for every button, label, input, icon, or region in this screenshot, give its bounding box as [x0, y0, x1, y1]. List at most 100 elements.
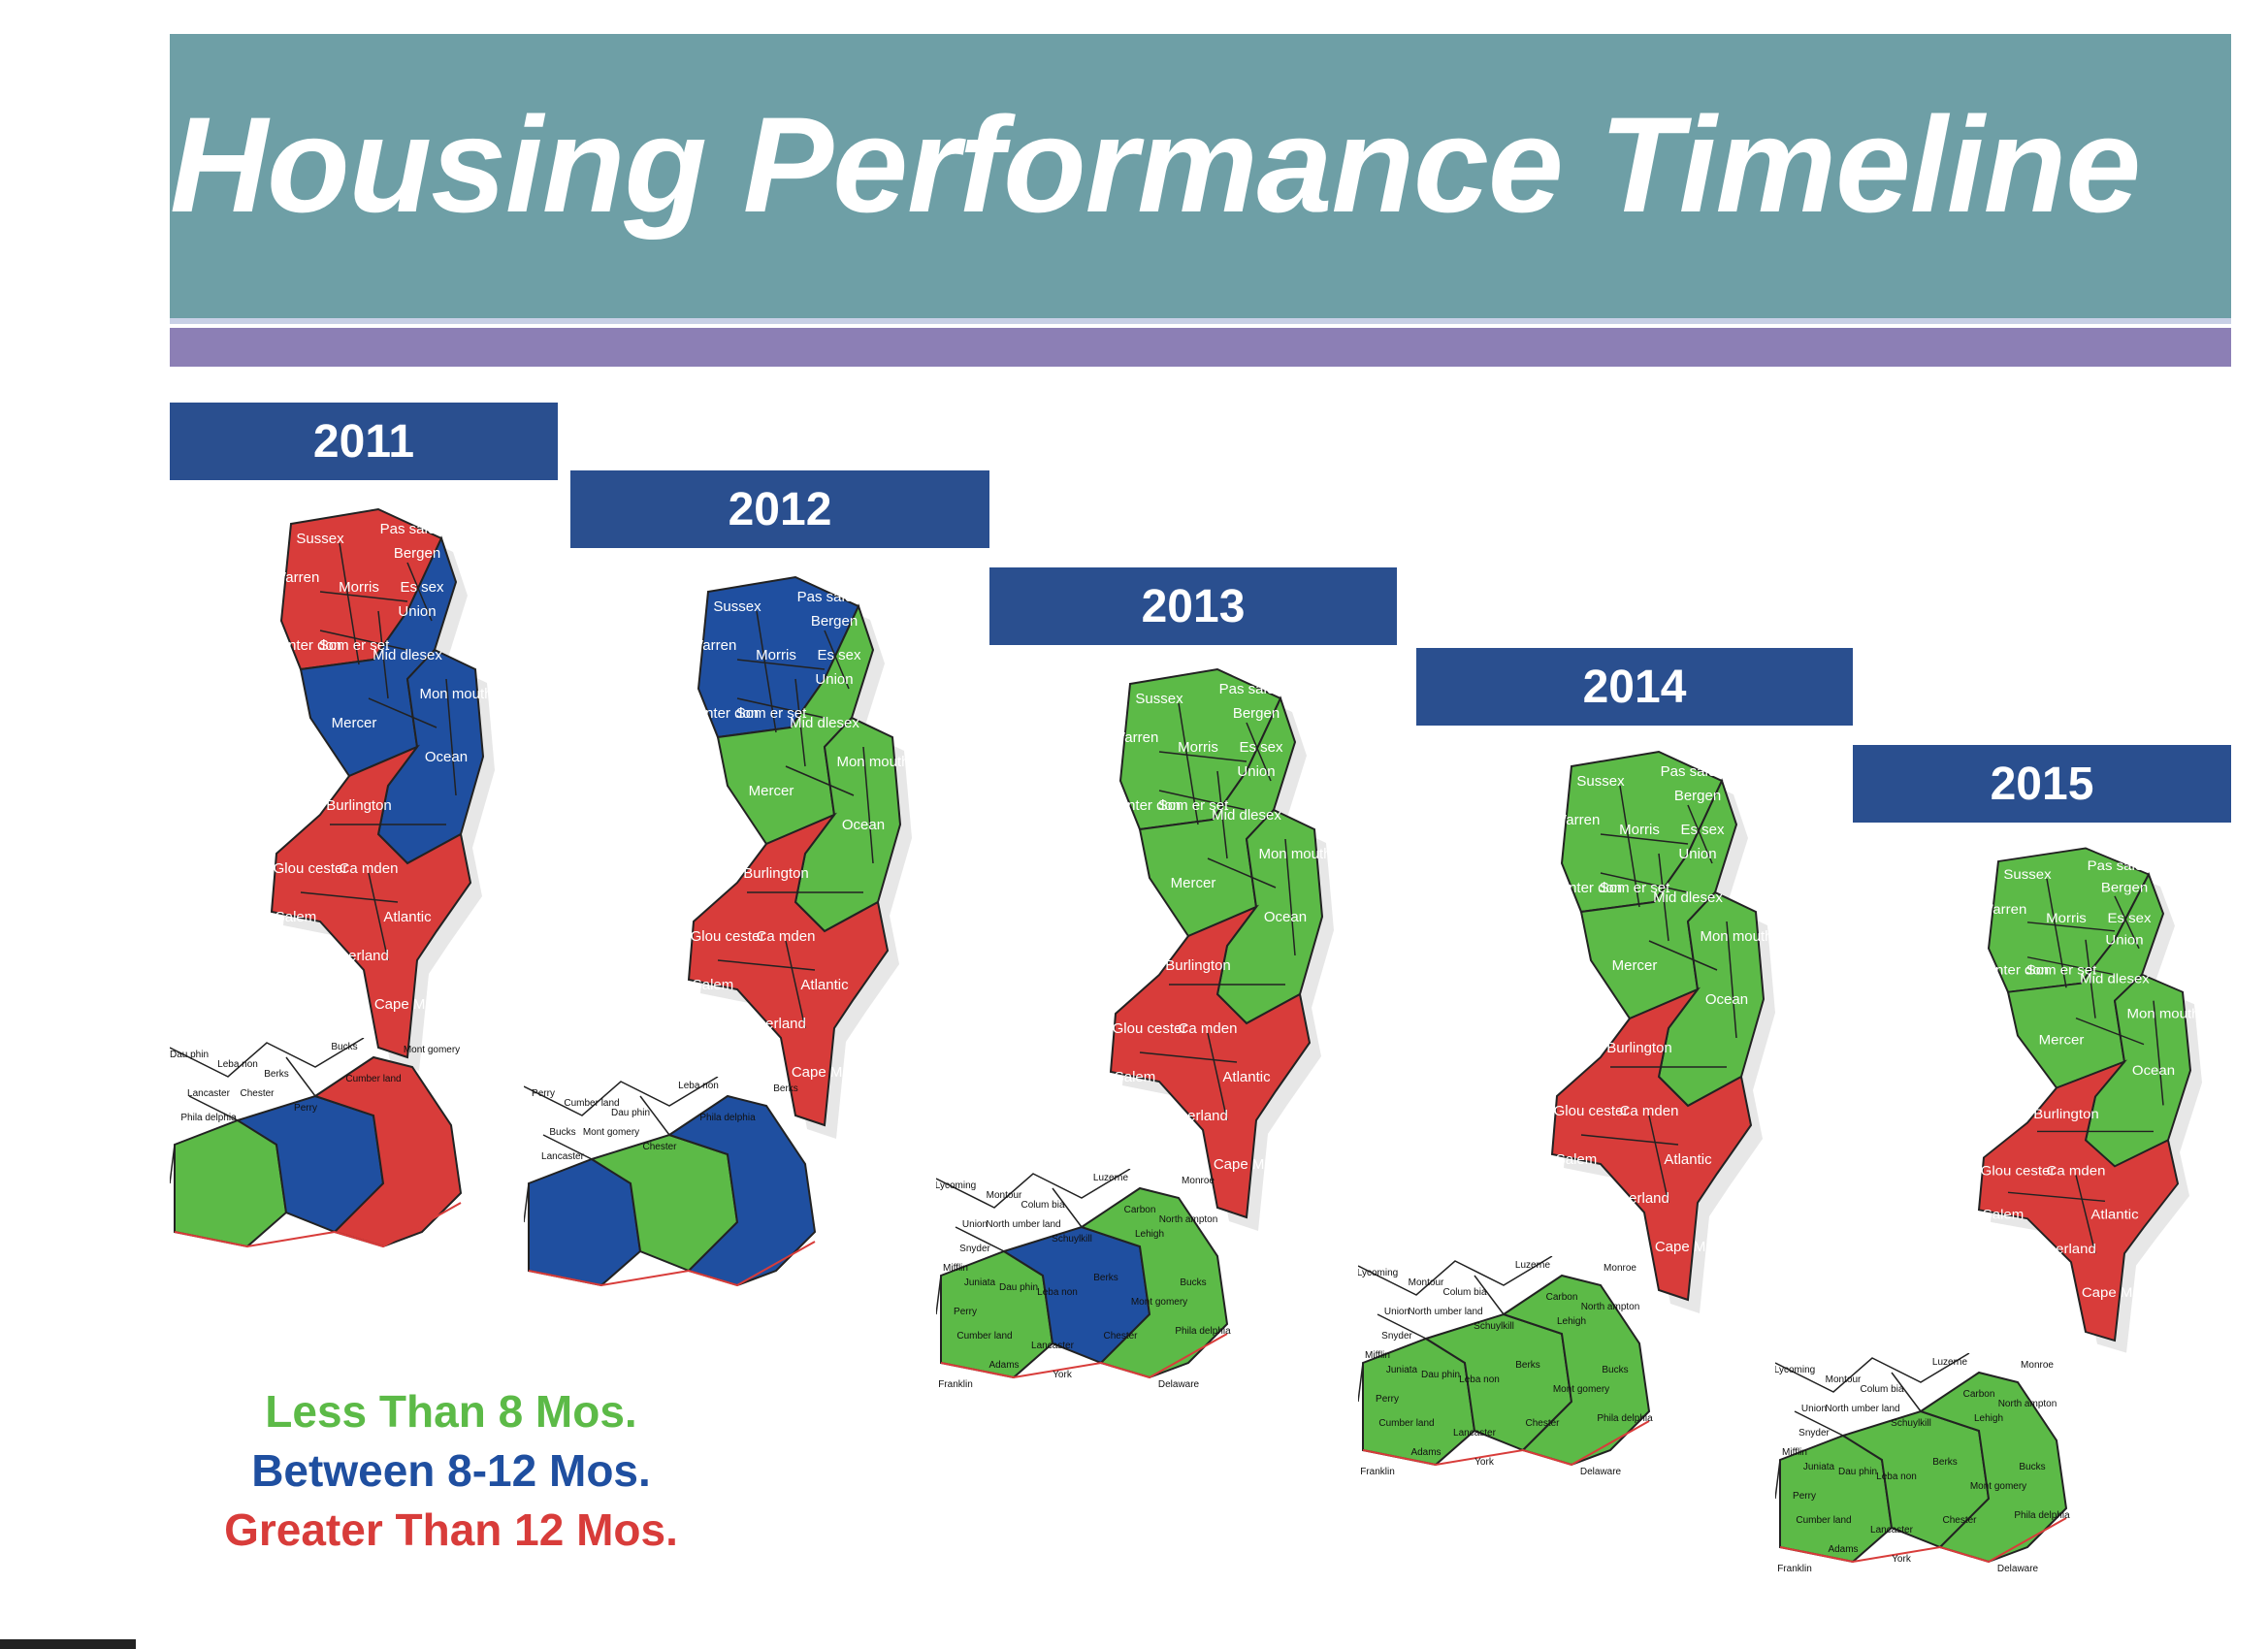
nj-county-label: Union [1237, 763, 1275, 780]
nj-county-label: Cape May [792, 1064, 859, 1081]
nj-county-label: Atlantic [383, 909, 432, 925]
nj-county-label: Es sex [817, 647, 861, 663]
nj-map-2014: Sussex Pas saic Bergen Warren Morris Es sex Un… [1550, 750, 1775, 1313]
nj-county-label: Union [815, 671, 853, 688]
county-border [1284, 838, 1296, 956]
nj-county-label: Atlantic [1664, 1151, 1712, 1168]
nj-county-label: Cumberland [727, 1016, 806, 1032]
nj-county-label: Salem [1556, 1151, 1598, 1168]
pa-county-label: Franklin [938, 1379, 973, 1390]
pa-county-label: North umber land [1825, 1404, 1899, 1414]
pa-county-label: North umber land [986, 1219, 1060, 1230]
legend: Less Than 8 Mos. Between 8-12 Mos. Great… [170, 1382, 732, 1560]
nj-county-label: Union [2105, 933, 2143, 948]
county-border [300, 891, 399, 903]
pa-county-label: Montour [987, 1190, 1022, 1201]
county-border [717, 959, 816, 971]
nj-county-label: Es sex [2108, 912, 2152, 926]
pa-county-label: Monroe [2021, 1360, 2054, 1371]
pa-county-label: Perry [1793, 1491, 1816, 1502]
nj-region-south [1977, 1059, 2180, 1342]
legend-less-than-8: Less Than 8 Mos. [265, 1386, 637, 1437]
pa-county-label: Colum bia [1021, 1200, 1064, 1211]
nj-county-label: Sussex [1576, 773, 1625, 790]
pa-county-label: Chester [1103, 1331, 1138, 1342]
nj-county-label: Glou cester [691, 928, 765, 945]
nj-county-label: Bergen [2101, 881, 2148, 895]
county-border [1726, 921, 1737, 1039]
nj-county-label: Mon mouth [2126, 1007, 2199, 1021]
county-border [1891, 1372, 1922, 1412]
nj-county-label: Mon mouth [1258, 846, 1331, 862]
pa-region-east [312, 1055, 463, 1248]
pa-county-label: Union [1384, 1307, 1409, 1317]
pa-county-label: Cumber land [1378, 1418, 1434, 1429]
nj-county-label: Bergen [1233, 705, 1280, 722]
legend-between-8-12: Between 8-12 Mos. [251, 1445, 651, 1496]
pa-county-label: Bucks [549, 1127, 575, 1138]
pa-county-label: Carbon [1546, 1292, 1578, 1303]
nj-county-label: Hunter don [270, 637, 341, 654]
nj-county-label: Hunter don [687, 705, 759, 722]
nj-county-label: Cape May [1214, 1156, 1280, 1173]
pa-county-label: Dau phin [1421, 1370, 1460, 1380]
pa-county-label: Carbon [1124, 1205, 1156, 1215]
pa-county-label: Lycoming [1358, 1268, 1398, 1278]
county-border [2085, 939, 2096, 1018]
nj-county-label: Atlantic [1222, 1069, 1271, 1085]
nj-county-label: Es sex [1239, 739, 1283, 756]
pa-county-label: Lancaster [187, 1088, 231, 1099]
nj-county-label: Warren [1553, 812, 1601, 828]
title-banner [170, 34, 2231, 320]
county-border [794, 678, 806, 767]
county-border [319, 630, 408, 651]
nj-county-label: Mid dlesex [2080, 972, 2150, 986]
pa-county-label: York [1892, 1554, 1912, 1565]
pa-county-label: Bucks [1180, 1277, 1206, 1288]
nj-county-label: Cumberland [309, 948, 389, 964]
pa-county-label: Luzerne [1515, 1260, 1551, 1271]
nj-county-label: Bergen [1674, 788, 1721, 804]
year-label-2014: 2014 [1416, 648, 1853, 726]
pa-region-east [1079, 1186, 1229, 1379]
pa-county-label: Lycoming [936, 1180, 976, 1191]
nj-county-label: Morris [1619, 822, 1660, 838]
pa-county-label: Leba non [1037, 1287, 1078, 1298]
nj-county-label: Cumberland [1590, 1190, 1669, 1207]
county-border [785, 940, 806, 1029]
nj-county-label: Hunter don [1977, 963, 2049, 978]
nj-county-label: Hunter don [1550, 880, 1622, 896]
county-border [1358, 1362, 1364, 1403]
nj-county-label: Mercer [332, 715, 377, 731]
nj-county-label: Morris [1178, 739, 1218, 756]
pa-county-label: Leba non [217, 1059, 258, 1070]
county-border [1158, 790, 1247, 811]
county-border [2046, 878, 2067, 988]
pa-map-2011: Dau phin Leba non Berks Bucks Mont gomery Lan… [170, 1038, 463, 1248]
pa-county-label: Perry [294, 1103, 317, 1114]
county-border [2153, 1000, 2164, 1106]
pa-county-label: Lancaster [1031, 1341, 1075, 1351]
pa-county-label: Schuylkill [1474, 1321, 1514, 1332]
pa-county-label: Lancaster [1453, 1428, 1497, 1439]
nj-county-label: Sussex [2003, 868, 2051, 883]
nj-county-label: Ca mden [340, 860, 399, 877]
county-border [936, 1169, 1131, 1209]
nj-county-label: Ocean [1705, 991, 1748, 1008]
county-border [862, 746, 874, 864]
pa-county-label: Leba non [678, 1081, 719, 1091]
pa-county-label: Delaware [1158, 1379, 1200, 1390]
year-label-2015: 2015 [1853, 745, 2231, 823]
pa-county-label: Chester [642, 1142, 677, 1152]
county-border [368, 872, 389, 961]
nj-county-label: Hunter don [1109, 797, 1181, 814]
pa-county-label: Lehigh [1557, 1316, 1586, 1327]
state-border [174, 1202, 462, 1248]
nj-county-label: Glou cester [1113, 1020, 1187, 1037]
nj-county-label: Burlington [743, 865, 809, 882]
pa-county-label: Phila delphia [1597, 1413, 1653, 1424]
county-border [188, 1095, 239, 1121]
pa-county-label: Bucks [1602, 1365, 1628, 1375]
